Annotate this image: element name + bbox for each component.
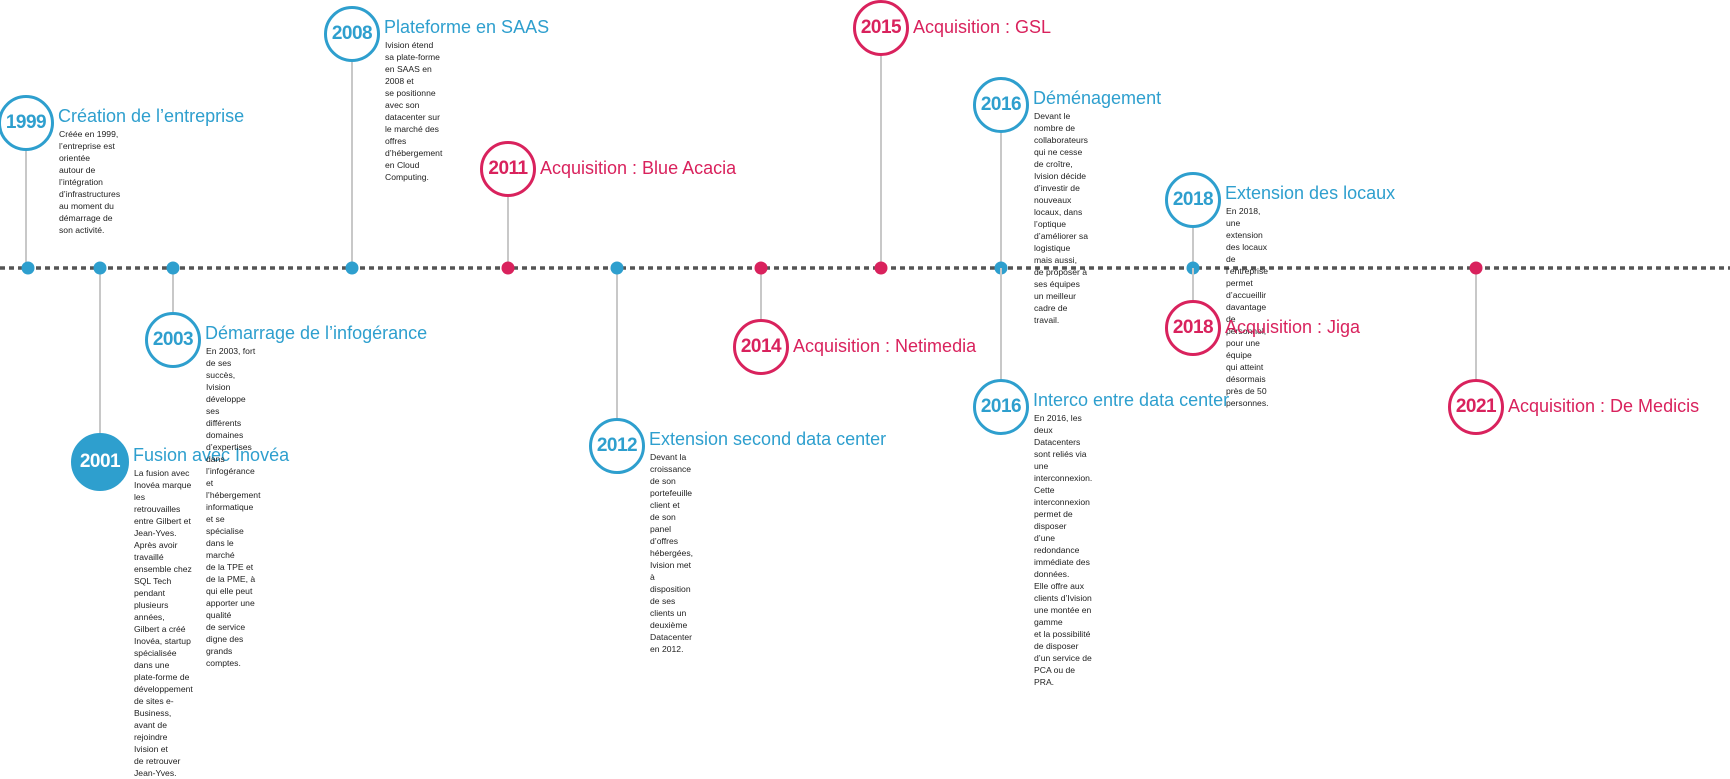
event-title: Création de l’entreprise — [58, 106, 245, 126]
event-description: La fusion avec Inovéa marque les retrouv… — [134, 468, 193, 778]
event-year-badge: 2016 — [973, 379, 1029, 435]
event-description: Créée en 1999, l’entreprise est orientée… — [59, 129, 121, 235]
timeline-dot — [501, 261, 515, 275]
timeline-dot — [166, 261, 180, 275]
event-year-badge: 2003 — [145, 312, 201, 368]
timeline-dot — [754, 261, 768, 275]
event-title: Acquisition : GSL — [913, 17, 1052, 37]
timeline-dot — [21, 261, 35, 275]
event-title: Acquisition : De Medicis — [1508, 396, 1700, 416]
event-description: En 2003, fort de ses succès, Ivision dév… — [206, 346, 261, 668]
event-description: Devant le nombre de collaborateurs qui n… — [1034, 111, 1088, 325]
event-description: Devant la croissance de son portefeuille… — [650, 452, 694, 654]
event-year-badge: 2021 — [1448, 379, 1504, 435]
event-title: Fusion avec Inovéa — [133, 445, 290, 465]
event-title: Interco entre data center — [1033, 390, 1230, 410]
event-year-badge: 2018 — [1165, 300, 1221, 356]
timeline-dot — [874, 261, 888, 275]
event-title: Acquisition : Netimedia — [793, 336, 977, 356]
event-year-badge: 1999 — [0, 95, 54, 151]
event-title: Extension des locaux — [1225, 183, 1396, 203]
timeline-canvas — [0, 56, 1730, 433]
event-year-badge: 2016 — [973, 77, 1029, 133]
event-year-badge: 2014 — [733, 319, 789, 375]
event-title: Plateforme en SAAS — [384, 17, 550, 37]
event-title: Extension second data center — [649, 429, 887, 449]
timeline-dot — [610, 261, 624, 275]
event-title: Déménagement — [1033, 88, 1162, 108]
timeline-dot — [93, 261, 107, 275]
timeline-dot — [345, 261, 359, 275]
event-title: Acquisition : Blue Acacia — [540, 158, 737, 178]
event-description: Ivision étend sa plate-forme en SAAS en … — [385, 40, 443, 182]
event-year-badge: 2018 — [1165, 172, 1221, 228]
event-title: Démarrage de l’infogérance — [205, 323, 428, 343]
event-year-badge: 2012 — [589, 418, 645, 474]
event-description: En 2016, les deux Datacenters sont relié… — [1034, 413, 1093, 687]
event-year-badge: 2015 — [853, 0, 909, 56]
timeline-dot — [1469, 261, 1483, 275]
event-year-badge: 2011 — [480, 141, 536, 197]
event-description: En 2018, une extension des locaux de l’e… — [1226, 206, 1269, 408]
event-year-badge: 2001 — [71, 433, 129, 491]
event-title: Acquisition : Jiga — [1225, 317, 1361, 337]
event-year-badge: 2008 — [324, 6, 380, 62]
